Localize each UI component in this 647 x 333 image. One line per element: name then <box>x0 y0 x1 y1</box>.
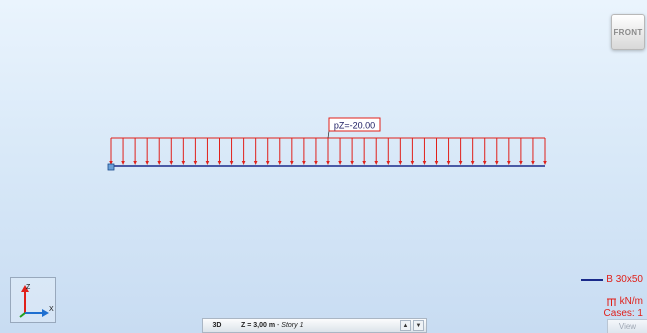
axis-triad: Z X <box>10 277 56 323</box>
load-arrow-head <box>494 161 499 165</box>
load-arrow-head <box>374 161 379 165</box>
load-arrow-head <box>302 161 306 165</box>
load-arrow-head <box>531 161 535 165</box>
view-label[interactable]: View <box>607 319 647 333</box>
load-arrow-head <box>470 161 475 165</box>
story-level[interactable]: Z = 3,00 m - Story 1 <box>231 322 400 329</box>
load-arrow-head <box>338 161 342 165</box>
load-arrow-head <box>169 161 174 165</box>
axis-icon: Z X <box>19 284 54 318</box>
load-arrow-head <box>326 161 330 165</box>
story-name: Story 1 <box>281 322 304 329</box>
load-arrow-head <box>458 161 463 165</box>
load-arrow-head <box>121 161 125 165</box>
load-arrows <box>109 138 547 165</box>
load-arrow-head <box>241 161 246 165</box>
load-label-leader <box>327 130 330 139</box>
load-arrow-head <box>362 161 366 165</box>
load-arrow-head <box>145 161 149 165</box>
load-arrow-head <box>217 161 222 165</box>
axis-x-label: X <box>49 306 54 313</box>
support-node[interactable] <box>107 163 115 171</box>
view-mode-label[interactable]: 3D <box>212 322 222 329</box>
level-separator: - <box>275 322 282 329</box>
load-arrow-head <box>181 161 186 165</box>
view-cube-label: FRONT <box>613 27 643 37</box>
load-arrow-head <box>109 161 113 165</box>
arrow-up-icon[interactable]: ▲ <box>400 320 411 331</box>
axis-z-label: Z <box>26 284 31 291</box>
legend: B 30x50 kN/m Cases: 1 <box>581 274 643 320</box>
load-label-text: pZ=-20.00 <box>334 120 375 130</box>
load-arrow-head <box>350 161 354 165</box>
load-arrow-head <box>314 161 318 165</box>
load-arrow-head <box>290 161 294 165</box>
load-arrow-head <box>265 161 270 165</box>
distributed-load-icon <box>606 298 616 306</box>
section-line-icon <box>581 279 604 281</box>
legend-units-row: kN/m <box>581 296 643 308</box>
legend-section-label: B 30x50 <box>606 274 643 285</box>
load-arrow-head <box>410 161 415 165</box>
view-cube-front[interactable]: FRONT <box>611 14 645 50</box>
load-arrow-head <box>133 161 137 165</box>
load-arrow-head <box>157 161 162 165</box>
load-arrow-head <box>422 161 427 165</box>
load-arrow-head <box>386 161 391 165</box>
load-label-box[interactable]: pZ=-20.00 <box>328 117 381 132</box>
load-arrow-head <box>434 161 439 165</box>
legend-cases-label: Cases: 1 <box>603 308 643 319</box>
story-bar: 3D Z = 3,00 m - Story 1 ▲ ▼ <box>202 318 427 333</box>
load-arrow-head <box>205 161 210 165</box>
load-arrow-head <box>193 161 198 165</box>
level-elevation: Z = 3,00 m <box>241 322 276 329</box>
load-arrow-head <box>482 161 487 165</box>
legend-units-label: kN/m <box>619 296 643 307</box>
load-arrow-head <box>229 161 234 165</box>
load-arrow-head <box>519 161 523 165</box>
load-arrow-head <box>543 161 547 165</box>
load-arrow-head <box>277 161 282 165</box>
load-arrow-head <box>253 161 258 165</box>
load-arrow-head <box>446 161 451 165</box>
load-arrow-head <box>398 161 403 165</box>
load-arrow-head <box>507 161 511 165</box>
arrow-down-icon[interactable]: ▼ <box>413 320 424 331</box>
legend-section-row: B 30x50 <box>581 274 643 286</box>
